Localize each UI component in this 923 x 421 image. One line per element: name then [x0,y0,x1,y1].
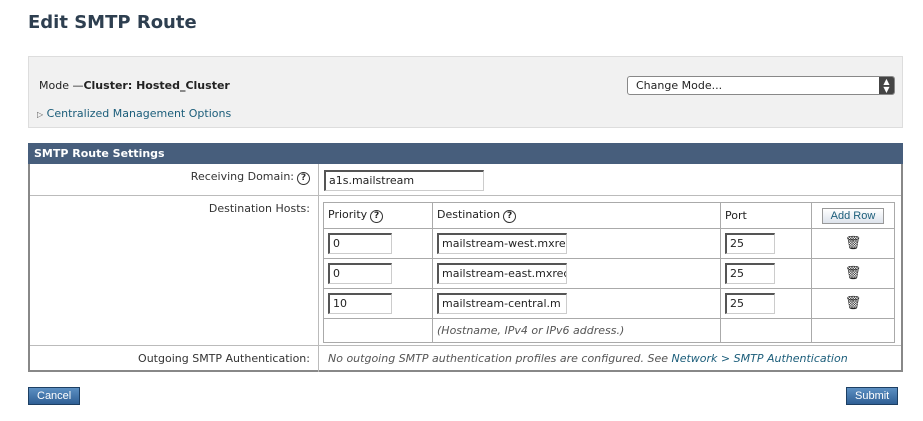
outgoing-auth-note: No outgoing SMTP authentication profiles… [328,352,848,365]
receiving-domain-label: Receiving Domain:? [30,164,319,195]
cancel-button[interactable]: Cancel [28,387,81,405]
outgoing-auth-label: Outgoing SMTP Authentication: [30,346,319,372]
priority-input[interactable]: 10 [328,293,392,314]
help-icon[interactable]: ? [503,210,517,223]
col-destination: Destination? [432,202,721,229]
change-mode-value: Change Mode... [636,79,723,92]
trash-icon[interactable]: 🗑 [811,288,895,319]
port-input[interactable]: 25 [725,293,775,314]
col-priority: Priority? [323,202,433,229]
table-row: 0 mailstream-east.mxrec 25 🗑 [323,258,895,289]
destination-hosts-table: Priority? Destination? Port Add Row 0 ma… [323,202,895,343]
smtp-auth-link[interactable]: Network > SMTP Authentication [671,352,848,365]
destination-hint: (Hostname, IPv4 or IPv6 address.) [432,318,721,343]
table-row: 10 mailstream-central.m 25 🗑 [323,288,895,319]
table-header: Priority? Destination? Port Add Row [323,202,895,229]
smtp-route-settings: Receiving Domain:? a1s.mailstream Destin… [28,143,903,372]
destination-input[interactable]: mailstream-west.mxre [437,233,567,254]
help-icon[interactable]: ? [297,172,310,185]
settings-header: SMTP Route Settings [28,143,903,164]
page-title: Edit SMTP Route [28,12,197,33]
table-row: 0 mailstream-west.mxre 25 🗑 [323,228,895,259]
priority-input[interactable]: 0 [328,233,392,254]
receiving-domain-row: Receiving Domain:? a1s.mailstream [30,164,901,196]
destination-input[interactable]: mailstream-east.mxrec [437,263,567,284]
destination-input[interactable]: mailstream-central.m [437,293,567,314]
triangle-right-icon: ▷ [37,110,44,119]
trash-icon[interactable]: 🗑 [811,228,895,259]
submit-button[interactable]: Submit [846,387,899,405]
cmo-link[interactable]: Centralized Management Options [46,107,232,120]
cmo-toggle[interactable]: ▷ Centralized Management Options [37,107,231,120]
mode-value: Cluster: Hosted_Cluster [83,79,230,92]
receiving-domain-input[interactable]: a1s.mailstream [324,170,484,191]
priority-input[interactable]: 0 [328,263,392,284]
col-actions: Add Row [811,202,895,229]
mode-line: Mode —Cluster: Hosted_Cluster [39,79,230,92]
add-row-button[interactable]: Add Row [821,207,885,224]
change-mode-select[interactable]: Change Mode... ▲ ▼ [627,76,895,95]
select-arrows-icon: ▲ ▼ [879,77,894,94]
mode-label: Mode — [39,79,84,92]
port-input[interactable]: 25 [725,233,775,254]
hint-row: (Hostname, IPv4 or IPv6 address.) [323,318,895,343]
outgoing-auth-row: Outgoing SMTP Authentication: No outgoin… [30,346,901,372]
col-port: Port [720,202,812,229]
destination-hosts-label: Destination Hosts: [30,196,319,345]
port-input[interactable]: 25 [725,263,775,284]
destination-hosts-row: Destination Hosts: [30,196,901,346]
trash-icon[interactable]: 🗑 [811,258,895,289]
help-icon[interactable]: ? [370,210,384,223]
